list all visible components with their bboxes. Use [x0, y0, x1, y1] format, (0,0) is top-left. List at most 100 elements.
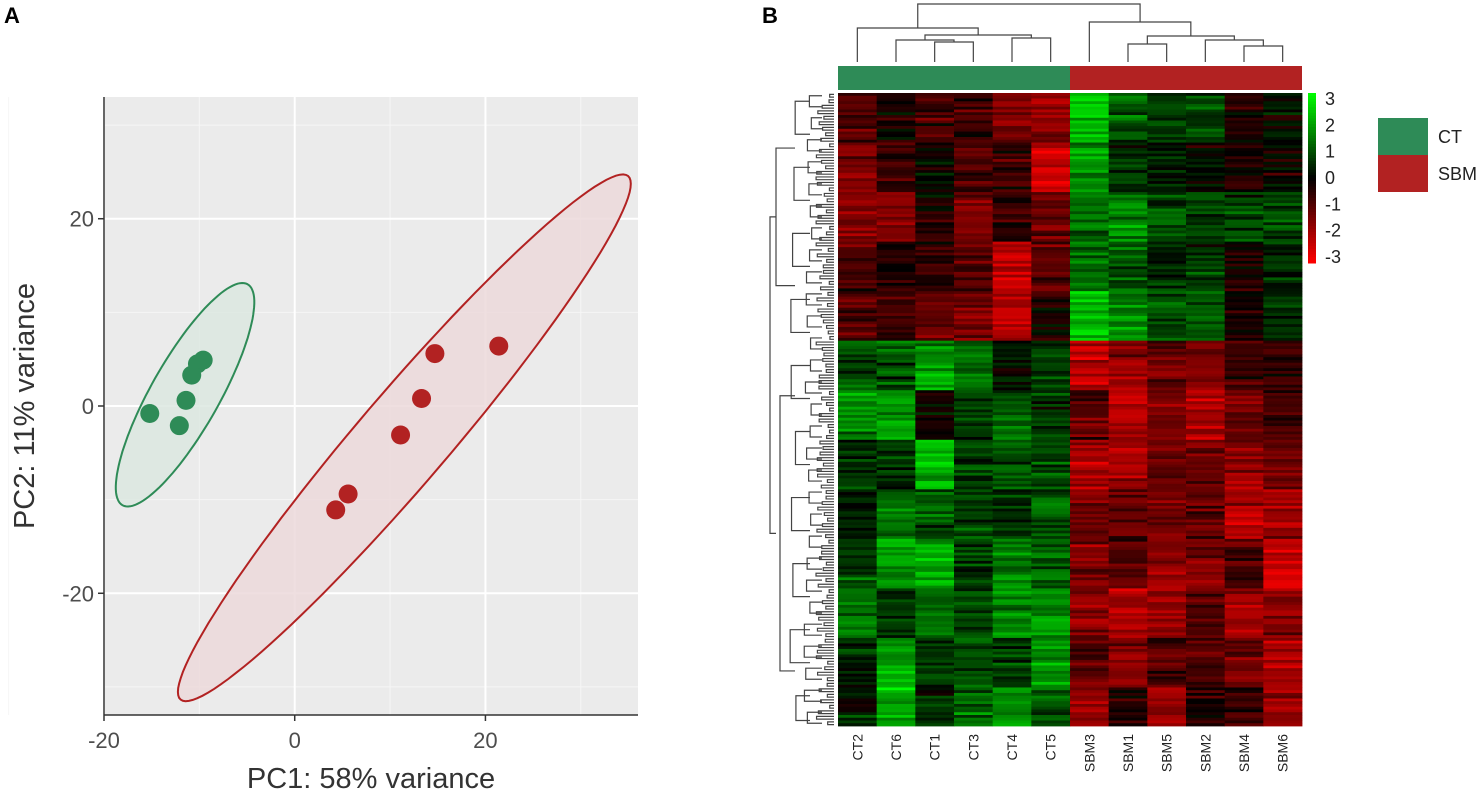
heatmap-cell [1031, 376, 1071, 380]
heatmap-cell [838, 390, 878, 394]
heatmap-cell [1186, 574, 1226, 578]
heatmap-cell [1186, 461, 1226, 465]
heatmap-cell [876, 472, 916, 476]
heatmap-cell [1070, 266, 1110, 270]
heatmap-cell [1263, 343, 1303, 347]
heatmap-cell [1224, 321, 1264, 325]
heatmap-cell [1186, 448, 1226, 452]
color-scale-segment [1308, 93, 1316, 97]
heatmap-cell [1108, 530, 1148, 534]
heatmap-cell [1147, 387, 1187, 391]
heatmap-cell [992, 706, 1032, 710]
column-dendrogram-root [917, 3, 1141, 28]
heatmap-cell [1031, 227, 1071, 232]
heatmap-cell [876, 126, 916, 130]
heatmap-cell [954, 326, 994, 331]
heatmap-cell [1070, 662, 1110, 666]
heatmap-cell [954, 525, 994, 529]
heatmap-cell [1031, 464, 1071, 468]
heatmap-cell [876, 475, 916, 479]
heatmap-cell [838, 183, 878, 187]
heatmap-cell [992, 337, 1032, 342]
heatmap-cell [1108, 288, 1148, 292]
heatmap-cell [1070, 668, 1110, 672]
row-dendrogram-leaf [825, 561, 834, 566]
row-dendrogram-leaf [825, 132, 834, 137]
heatmap-cell [876, 459, 916, 463]
heatmap-cell [1108, 516, 1148, 520]
heatmap-cell [992, 247, 1032, 251]
heatmap-cell [838, 263, 878, 267]
heatmap-cell [1031, 695, 1071, 699]
heatmap-cell [1186, 648, 1226, 653]
heatmap-cell [1224, 492, 1264, 496]
heatmap-cell [1070, 602, 1110, 606]
heatmap-cell [1224, 101, 1264, 105]
heatmap-cell [1108, 475, 1148, 479]
heatmap-cell [992, 192, 1032, 196]
heatmap-cell [1108, 668, 1148, 672]
color-scale-segment [1308, 132, 1316, 136]
heatmap-cell [876, 607, 916, 611]
heatmap-cell [1070, 530, 1110, 534]
heatmap-cell [992, 93, 1032, 97]
heatmap-cell [1108, 148, 1148, 152]
heatmap-cell [992, 536, 1032, 540]
heatmap-cell [1224, 370, 1264, 375]
heatmap-cell [1263, 321, 1303, 325]
heatmap-cell [1070, 379, 1110, 383]
heatmap-cell [1031, 588, 1071, 592]
heatmap-cell [1263, 335, 1303, 339]
heatmap-cell [1031, 494, 1071, 498]
heatmap-cell [954, 613, 994, 617]
heatmap-cell [876, 219, 916, 223]
heatmap-cell [1108, 538, 1148, 542]
heatmap-cell [1186, 329, 1226, 333]
heatmap-cell [1070, 200, 1110, 204]
heatmap-cell [1108, 453, 1148, 457]
heatmap-cell [1186, 398, 1226, 402]
heatmap-cell [876, 643, 916, 647]
heatmap-cell [1108, 282, 1148, 287]
heatmap-cell [954, 390, 994, 394]
heatmap-cell [992, 566, 1032, 570]
heatmap-cell [838, 712, 878, 716]
heatmap-cell [1070, 596, 1110, 600]
heatmap-cell [915, 112, 955, 116]
heatmap-cell [1031, 93, 1071, 97]
heatmap-cell [1147, 626, 1187, 631]
heatmap-cell [876, 461, 916, 465]
heatmap-cell [1263, 139, 1303, 143]
heatmap-cell [954, 604, 994, 609]
heatmap-cell [1263, 624, 1303, 628]
heatmap-cell [1031, 387, 1071, 391]
heatmap-cell [876, 183, 916, 187]
heatmap-cell [1108, 527, 1148, 531]
heatmap-cell [954, 497, 994, 501]
heatmap-cell [954, 695, 994, 699]
heatmap-cell [1224, 145, 1264, 149]
heatmap-cell [1031, 613, 1071, 617]
heatmap-cell [1224, 640, 1264, 644]
color-scale-segment [1308, 180, 1316, 185]
heatmap-cell [1147, 170, 1187, 174]
heatmap-cell [1263, 635, 1303, 639]
heatmap-cell [1147, 651, 1187, 655]
row-dendrogram-leaf [826, 198, 834, 203]
heatmap-cell [954, 467, 994, 471]
heatmap-cell [1263, 621, 1303, 625]
heatmap-cell [1263, 610, 1303, 614]
heatmap-cell [1070, 541, 1110, 545]
heatmap-cell [1147, 370, 1187, 375]
heatmap-cell [1147, 271, 1187, 276]
row-dendrogram-leaf [828, 539, 834, 544]
heatmap-cell [915, 131, 955, 135]
heatmap-cell [1186, 646, 1226, 650]
heatmap-cell [954, 714, 994, 719]
heatmap-cell [1224, 404, 1264, 408]
heatmap-cell [954, 269, 994, 273]
heatmap-cell [1224, 148, 1264, 152]
heatmap-cell [1186, 673, 1226, 677]
